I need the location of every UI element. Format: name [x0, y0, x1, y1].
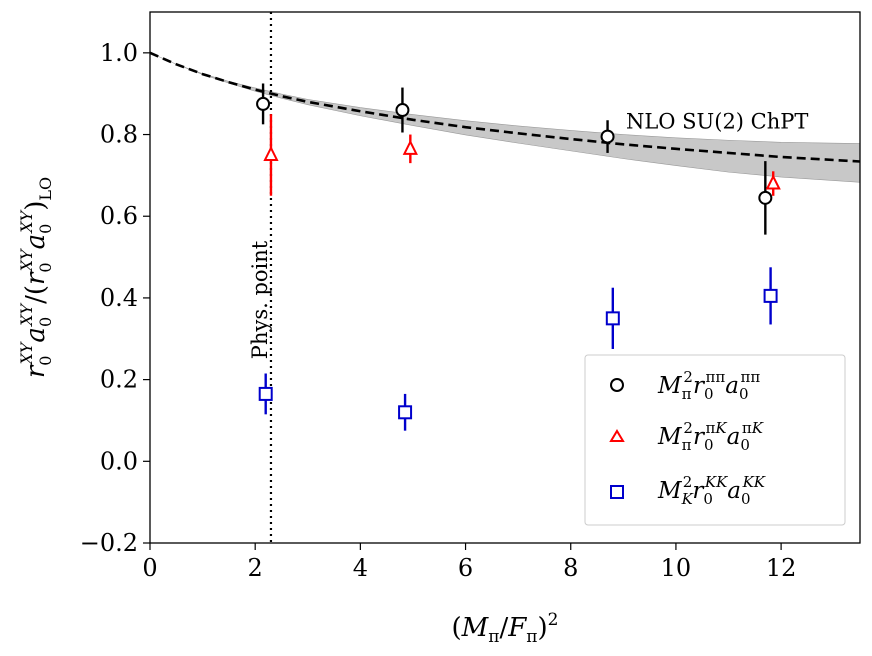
plot-frame — [149, 11, 861, 544]
y-tick-label: 0.2 — [100, 366, 138, 394]
nlo-curve — [149, 51, 861, 163]
data-point-triangle — [402, 139, 418, 155]
legend-marker-circle — [610, 378, 624, 392]
data-point-circle — [256, 96, 271, 111]
axis-ticks: 0 2 4 6 8 10 12 −0.2 0.0 0.2 0.4 0.6 0.8 1.0 — [80, 39, 797, 582]
legend: Mπ2r0ππa0ππ Mπ2r0πKa0πK MK2r0KKa0KK — [584, 354, 846, 526]
x-tick-label: 6 — [458, 554, 473, 582]
data-point-square — [763, 288, 778, 303]
data-point-circle — [395, 103, 410, 118]
data-point-square — [398, 405, 413, 420]
y-tick-label: 1.0 — [100, 39, 138, 67]
x-tick-label: 10 — [661, 554, 692, 582]
x-tick-label: 8 — [563, 554, 578, 582]
x-axis-title: (Mπ/Fπ)2 — [452, 610, 559, 647]
data-point-circle — [600, 129, 615, 144]
y-axis-title: r0XYa0XY/(r0XYa0XY)LO — [17, 177, 55, 378]
physical-point-label: Phys. point — [248, 240, 272, 359]
curve-label: NLO SU(2) ChPT — [626, 109, 808, 133]
y-tick-label: 0.6 — [100, 202, 138, 230]
data-points — [256, 83, 781, 431]
legend-label-kk: MK2r0KKa0KK — [657, 473, 766, 508]
y-tick-label: 0.0 — [100, 447, 138, 475]
data-point-square — [258, 386, 273, 401]
x-tick-label: 12 — [766, 554, 797, 582]
legend-label-pik: Mπ2r0πKa0πK — [657, 419, 764, 454]
legend-marker-triangle — [609, 429, 625, 442]
data-point-circle — [758, 190, 773, 205]
legend-marker-square — [610, 485, 624, 499]
curve-line — [149, 51, 861, 163]
legend-label-pipi: Mπ2r0ππa0ππ — [657, 368, 760, 403]
x-tick-label: 2 — [248, 554, 263, 582]
x-tick-label: 0 — [142, 554, 157, 582]
y-tick-label: 0.4 — [100, 284, 138, 312]
data-point-triangle — [263, 145, 279, 161]
legend-box — [584, 354, 846, 526]
data-point-square — [605, 311, 620, 326]
x-tick-label: 4 — [353, 554, 368, 582]
y-tick-label: 0.8 — [100, 121, 138, 149]
y-tick-label: −0.2 — [80, 529, 138, 557]
data-point-triangle — [765, 174, 781, 190]
